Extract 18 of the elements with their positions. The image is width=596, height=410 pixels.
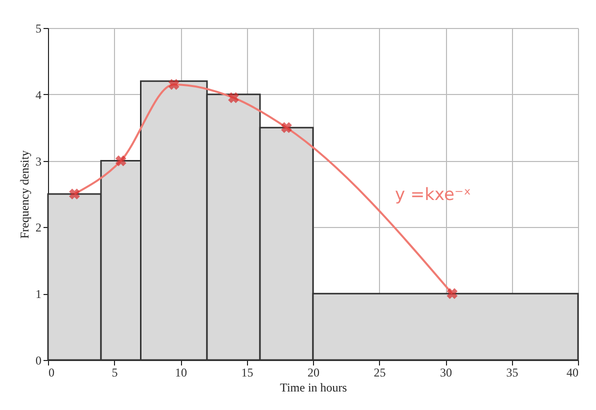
x-tick-label: 0 — [48, 366, 54, 380]
x-tick-label: 25 — [374, 366, 386, 380]
annotation: y =kxe⁻ˣ — [394, 185, 472, 205]
x-tick-label: 20 — [308, 366, 320, 380]
y-tick-label: 5 — [36, 22, 42, 36]
x-tick-label: 30 — [440, 366, 452, 380]
x-tick-label: 10 — [175, 366, 187, 380]
x-tick-label: 15 — [241, 366, 254, 380]
y-axis-title: Frequency density — [18, 150, 32, 239]
y-tick-label: 4 — [36, 88, 42, 102]
x-axis-title: Time in hours — [280, 380, 348, 394]
x-tick-label: 40 — [566, 366, 578, 380]
y-tick-label: 2 — [36, 220, 42, 235]
x-tick-label: 5 — [112, 366, 118, 380]
y-tick-label: 0 — [36, 354, 42, 368]
x-tick-label: 35 — [506, 366, 518, 380]
y-tick-label: 3 — [36, 154, 42, 168]
y-tick-label: 1 — [36, 287, 42, 302]
